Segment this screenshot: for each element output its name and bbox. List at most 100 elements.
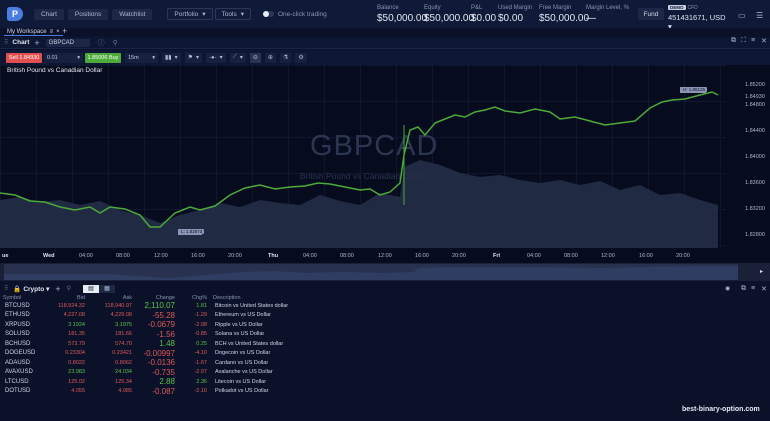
col-change[interactable]: Change: [155, 295, 175, 301]
portfolio-dropdown[interactable]: Portfolio ▾: [167, 8, 213, 20]
x-tick: 20:00: [676, 253, 690, 259]
menu-icon[interactable]: ≡: [751, 37, 756, 44]
menu-icon[interactable]: ≡: [751, 285, 756, 292]
stat-value: —: [586, 13, 596, 24]
chevron-down-icon: ▾: [152, 54, 155, 61]
list-view-icon[interactable]: ▤: [83, 284, 100, 293]
table-row[interactable]: SOLUSD 181.35 181.66 -1.56 -0.85 Solana vs US…: [0, 330, 770, 340]
popout-icon[interactable]: ⧉: [741, 284, 746, 292]
x-tick: Thu: [268, 253, 279, 259]
close-icon[interactable]: ×: [56, 28, 60, 35]
flask-icon: ⚗: [282, 55, 289, 61]
cell-ask: 574.70: [115, 340, 132, 347]
stat-label: P&L: [471, 5, 483, 11]
price-axis[interactable]: 1.85200 1.84930 1.84800 1.84400 1.84000 …: [726, 65, 770, 248]
fund-button[interactable]: Fund: [638, 8, 664, 20]
flask-button[interactable]: ⚗: [279, 52, 292, 63]
indicators-button[interactable]: ⚑ ▾: [184, 52, 203, 63]
navigator-line: [4, 266, 738, 280]
nav-watchlist[interactable]: Watchlist: [112, 8, 153, 20]
watchlist-selector[interactable]: 🔒 Crypto ▾: [13, 285, 50, 293]
col-bid[interactable]: Bid: [77, 295, 85, 301]
table-row[interactable]: AVAXUSD 23.983 24.034 -0.735 -2.97 Avalanche …: [0, 368, 770, 378]
cell-pct: -1.29: [194, 312, 207, 319]
navigator-range[interactable]: [4, 264, 738, 280]
close-icon[interactable]: ✕: [761, 285, 767, 293]
table-row[interactable]: DOTUSD 4.055 4.085 -0.087 -2.10 Polkadot vs U…: [0, 387, 770, 397]
table-row[interactable]: BTCUSD 118,924.32 118,940.97 2,110.07 1.81 Bi…: [0, 301, 770, 311]
chart-panel-title: Chart: [12, 39, 30, 46]
used-margin-stat: Used Margin $0.00: [498, 5, 532, 24]
one-click-toggle[interactable]: [262, 11, 274, 17]
cell-change: 1.48: [159, 339, 175, 349]
layout-icon[interactable]: ▭: [738, 11, 746, 20]
add-icon[interactable]: +: [55, 283, 61, 294]
quantity-select[interactable]: 0.01 ▾: [44, 52, 83, 63]
table-row[interactable]: BCHUSD 573.79 574.70 1.48 0.25 BCH vs United …: [0, 339, 770, 349]
cell-change: -0.00997: [143, 348, 175, 358]
col-description[interactable]: Description: [213, 295, 241, 301]
table-row[interactable]: LTCUSD 125.02 125.34 2.88 2.36 Litecoin vs US…: [0, 377, 770, 387]
symbol-input[interactable]: GBPCAD: [45, 38, 90, 47]
add-chart-icon[interactable]: +: [34, 37, 40, 48]
col-symbol[interactable]: Symbol: [3, 295, 22, 301]
zoom-in-button[interactable]: ⊕: [264, 52, 276, 63]
balance-stat: Balance $50,000.00: [377, 5, 427, 24]
cell-desc: Ethereum vs US Dollar: [215, 312, 271, 319]
time-axis[interactable]: ue Wed 04:00 08:00 12:00 16:00 20:00 Thu…: [0, 248, 770, 263]
col-chg-pct[interactable]: Chg%: [192, 295, 207, 301]
chart-watermark-sub: British Pound vs Canadian Dollar: [300, 171, 425, 181]
buy-button[interactable]: 1.85006 Buy: [85, 52, 121, 63]
menu-icon[interactable]: ☰: [756, 11, 764, 20]
nav-positions[interactable]: Positions: [67, 8, 109, 20]
tools-dropdown[interactable]: Tools ▾: [214, 8, 251, 20]
stat-value: $50,000.00: [424, 13, 475, 24]
drawing-tool-button[interactable]: ⟋ ▾: [229, 52, 246, 63]
y-tick: 1.83200: [745, 206, 765, 212]
link-icon[interactable]: ⚲: [66, 286, 72, 292]
popout-icon[interactable]: ⧉: [731, 37, 736, 44]
workspace-tab[interactable]: My Workspace ≡ ×: [4, 28, 63, 36]
tools-label: Tools: [221, 10, 237, 18]
info-icon[interactable]: ⓘ: [97, 39, 105, 47]
low-label: L: 1.82873: [179, 229, 205, 234]
link-icon[interactable]: ⚲: [112, 39, 118, 47]
eye-icon[interactable]: ◉: [725, 286, 731, 292]
chevron-down-icon: ▾: [174, 55, 178, 61]
table-row[interactable]: ETHUSD 4,227.08 4,229.08 -55.28 -1.29 Ethereu…: [0, 311, 770, 321]
chevron-down-icon: ▾: [219, 55, 223, 61]
nav-chart[interactable]: Chart: [34, 8, 64, 20]
add-workspace-icon[interactable]: +: [62, 26, 68, 36]
cell-bid: 3.1924: [68, 321, 85, 328]
equity-stat: Equity $50,000.00: [424, 5, 474, 24]
cell-pct: -0.85: [194, 331, 207, 338]
cell-symbol: ETHUSD: [5, 312, 30, 319]
x-tick: Fri: [493, 253, 501, 259]
demo-badge: DEMO: [668, 5, 686, 10]
settings-button[interactable]: ⚙: [295, 52, 307, 63]
zoom-out-button[interactable]: ⊖: [249, 52, 261, 63]
table-row[interactable]: ADAUSD 0.8022 0.8062 -0.0136 -1.67 Cardano vs…: [0, 358, 770, 368]
col-ask[interactable]: Ask: [122, 295, 132, 301]
price-chart[interactable]: GBPCAD British Pound vs Canadian Dollar …: [0, 65, 726, 248]
cell-change: -0.0136: [147, 358, 175, 368]
workspace-bar: My Workspace ≡ × +: [0, 26, 770, 36]
expand-icon[interactable]: ⛶: [741, 37, 746, 44]
sell-button[interactable]: Sell 1.84930: [6, 52, 42, 63]
view-toggle[interactable]: ▤ ▦: [83, 284, 116, 293]
crosshair-button[interactable]: -●- ▾: [206, 52, 226, 63]
table-row[interactable]: DOGEUSD 0.23304 0.23421 -0.00997 -4.10 Dogeco…: [0, 349, 770, 359]
chart-type-button[interactable]: ▮▮ ▾: [162, 52, 181, 63]
chevron-down-icon: ▾: [239, 55, 243, 61]
close-icon[interactable]: ✕: [761, 38, 767, 45]
timeframe-select[interactable]: 15m ▾: [125, 52, 158, 63]
grid-view-icon[interactable]: ▦: [99, 284, 116, 293]
cell-desc: Ripple vs US Dollar: [215, 321, 263, 328]
chart-navigator[interactable]: ▸: [0, 263, 770, 281]
cell-pct: -2.10: [194, 388, 207, 395]
scroll-right-icon[interactable]: ▸: [760, 269, 764, 275]
drag-handle-icon[interactable]: ⠿: [4, 40, 9, 46]
drag-handle-icon[interactable]: ⠿: [4, 286, 9, 292]
table-row[interactable]: XRPUSD 3.1924 3.1975 -0.0679 -2.08 Ripple vs …: [0, 320, 770, 330]
menu-icon[interactable]: ≡: [49, 28, 54, 35]
